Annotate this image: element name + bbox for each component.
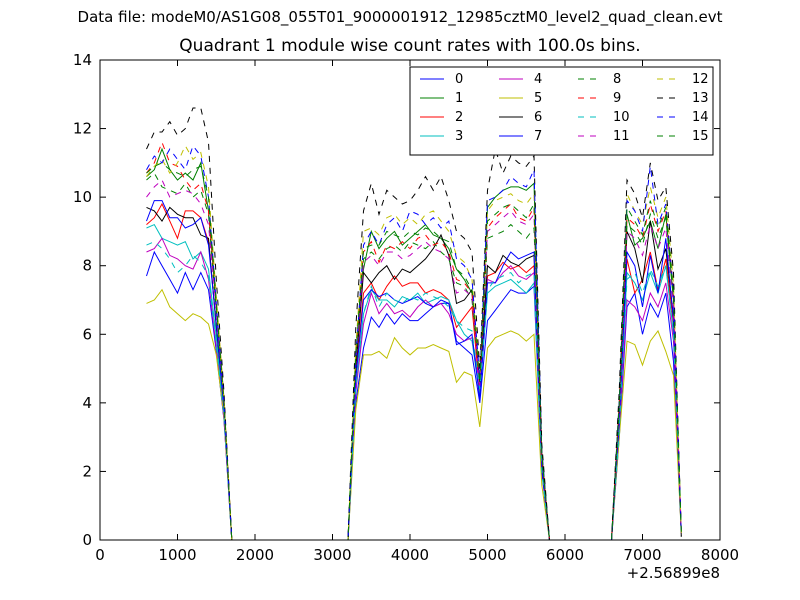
y-tick-label: 14 xyxy=(73,51,92,69)
series-line-14 xyxy=(146,144,682,541)
x-axis-offset-label: +2.56899e8 xyxy=(627,564,720,582)
series-line-4 xyxy=(146,237,682,541)
chart-title: Quadrant 1 module wise count rates with … xyxy=(179,36,641,56)
y-tick-label: 10 xyxy=(73,188,92,206)
axes-layer: 0 1000 2000 3000 4000 5000 6000 7000 80000246810… xyxy=(73,51,739,564)
legend-label-1: 1 xyxy=(455,91,463,106)
series-line-0 xyxy=(146,250,682,541)
series-line-11 xyxy=(146,179,682,541)
y-tick-label: 4 xyxy=(82,394,92,412)
x-tick-label: 8000 xyxy=(701,546,739,564)
x-tick-label: 1000 xyxy=(158,546,196,564)
series-line-1 xyxy=(146,147,682,541)
y-tick-label: 2 xyxy=(82,462,92,480)
legend-label-7: 7 xyxy=(534,129,542,144)
legend-label-9: 9 xyxy=(613,91,621,106)
legend-label-14: 14 xyxy=(692,110,709,125)
legend-label-15: 15 xyxy=(692,129,709,144)
x-tick-label: 6000 xyxy=(546,546,584,564)
legend-label-2: 2 xyxy=(455,110,463,125)
legend-box xyxy=(409,66,714,156)
series-line-5 xyxy=(146,288,682,541)
series-line-10 xyxy=(146,241,682,541)
legend-label-3: 3 xyxy=(455,129,463,144)
series-layer xyxy=(146,107,682,541)
legend-label-12: 12 xyxy=(692,72,709,87)
series-line-12 xyxy=(146,144,682,541)
x-tick-label: 2000 xyxy=(236,546,274,564)
x-tick-label: 3000 xyxy=(313,546,351,564)
legend-label-4: 4 xyxy=(534,72,542,87)
y-tick-label: 8 xyxy=(82,257,92,275)
y-tick-label: 6 xyxy=(82,325,92,343)
series-line-13 xyxy=(146,107,682,541)
figure-suptitle: Data file: modeM0/AS1G08_055T01_90000019… xyxy=(77,8,723,26)
series-line-15 xyxy=(146,162,682,541)
legend-label-13: 13 xyxy=(692,91,709,106)
legend-label-6: 6 xyxy=(534,110,542,125)
legend-label-0: 0 xyxy=(455,72,463,87)
legend-label-11: 11 xyxy=(613,129,630,144)
y-tick-label: 12 xyxy=(73,120,92,138)
series-line-9 xyxy=(146,140,682,541)
x-tick-label: 7000 xyxy=(623,546,661,564)
x-tick-label: 5000 xyxy=(468,546,506,564)
series-line-7 xyxy=(146,200,682,541)
series-line-2 xyxy=(146,202,682,541)
legend-label-5: 5 xyxy=(534,91,542,106)
x-tick-label: 0 xyxy=(95,546,105,564)
series-line-6 xyxy=(146,206,682,541)
legend-label-10: 10 xyxy=(613,110,630,125)
y-tick-label: 0 xyxy=(82,531,92,549)
series-line-3 xyxy=(146,223,682,541)
series-line-8 xyxy=(146,172,682,541)
legend-label-8: 8 xyxy=(613,72,621,87)
x-tick-label: 4000 xyxy=(391,546,429,564)
